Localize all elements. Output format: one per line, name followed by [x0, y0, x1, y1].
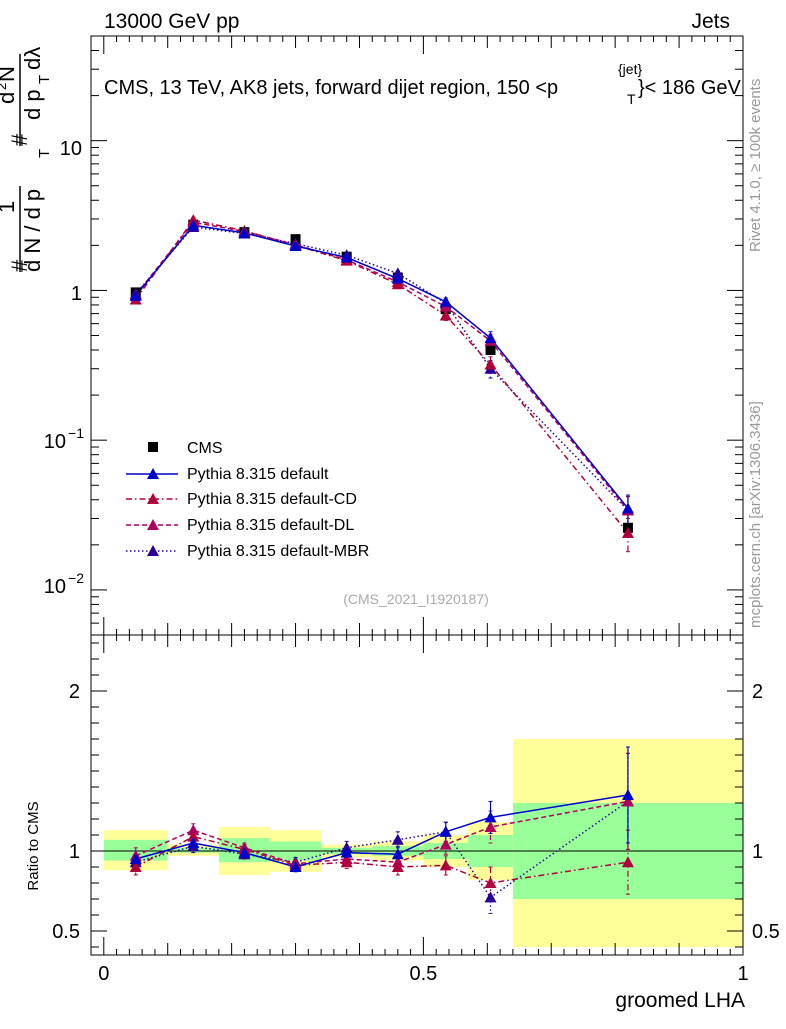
- ytick-1e-1-exp: −1: [68, 425, 84, 441]
- ytick-1: 1: [71, 283, 82, 305]
- ratio-marker-2: [621, 795, 634, 807]
- main-marker-0: [187, 219, 200, 231]
- ratio-series: [129, 746, 634, 914]
- xtick-label: 1: [737, 963, 748, 985]
- ratio-marker-0: [129, 853, 142, 864]
- title-sup: {jet}: [618, 61, 642, 77]
- ylabel-sq: 2: [0, 83, 9, 90]
- legend-marker-cms: [148, 442, 158, 452]
- ratio-ytick-label-right: 0.5: [752, 921, 780, 943]
- ratio-marker-1: [187, 830, 200, 842]
- watermark: (CMS_2021_I1920187): [343, 591, 489, 607]
- ylabel-dlambda: dλ: [20, 47, 45, 70]
- main-marker-1: [484, 358, 497, 370]
- ratio-marker-0: [621, 789, 634, 800]
- main-marker-0: [621, 502, 634, 514]
- legend-label-dl: Pythia 8.315 default-DL: [187, 517, 354, 534]
- ratio-marker-0: [391, 848, 404, 860]
- main-marker-1: [621, 526, 634, 538]
- main-y-tick-labels: 10 −2 10 −1 1 10: [44, 138, 84, 598]
- ratio-marker-0: [484, 811, 497, 823]
- ratio-y-label: Ratio to CMS: [25, 801, 42, 890]
- ratio-marker-3: [391, 833, 404, 845]
- ytick-1e-2-exp: −2: [68, 570, 84, 586]
- xtick-label: 0: [98, 963, 109, 985]
- ratio-ytick-label-right: 1: [752, 841, 763, 863]
- ratio-marker-2: [484, 821, 497, 832]
- ylabel-t-sub-2: T: [36, 75, 53, 84]
- ratio-tick-labels: 0.5 0.51 12 20 0.5 1: [52, 681, 780, 985]
- ylabel-one: 1: [0, 201, 19, 213]
- ratio-ytick-label: 1: [69, 841, 80, 863]
- ratio-ytick-label: 2: [69, 681, 80, 703]
- ylabel-dpt: d p: [20, 89, 45, 120]
- main-y-axis-label: # 1 d N / d p T # d 2 N d p T dλ: [0, 47, 53, 272]
- legend-label-mbr: Pythia 8.315 default-MBR: [187, 543, 369, 560]
- legend-marker-dl: [147, 519, 159, 530]
- ratio-marker-0: [439, 825, 452, 837]
- ytick-1e-2-base: 10: [44, 576, 66, 598]
- main-marker-0: [129, 289, 142, 301]
- main-marker-0: [340, 251, 353, 263]
- ylabel-d: d: [0, 92, 19, 104]
- header-right: Jets: [691, 10, 730, 33]
- main-marker-0: [289, 239, 302, 251]
- ratio-marker-1: [621, 856, 634, 868]
- ytick-1e-1-base: 10: [44, 431, 66, 453]
- ratio-marker-2: [187, 824, 200, 836]
- xtick-label: 0.5: [409, 963, 437, 985]
- main-marker-0: [439, 295, 452, 307]
- ylabel-n: N: [0, 66, 19, 82]
- ratio-marker-1: [439, 859, 452, 871]
- ratio-ytick-label-right: 2: [752, 681, 763, 703]
- main-ticks: [91, 35, 744, 636]
- legend-label-cms: CMS: [187, 440, 223, 457]
- main-title: CMS, 13 TeV, AK8 jets, forward dijet reg…: [104, 77, 558, 99]
- ratio-marker-1: [391, 861, 404, 872]
- legend-label-cd: Pythia 8.315 default-CD: [187, 491, 357, 508]
- ylabel-t-sub-1: T: [36, 149, 53, 158]
- ratio-marker-2: [439, 838, 452, 850]
- legend-marker-mbr: [147, 545, 159, 556]
- main-series: [129, 214, 634, 553]
- ratio-marker-0: [340, 846, 353, 858]
- x-axis-label: groomed LHA: [615, 989, 745, 1012]
- ratio-marker-1: [484, 877, 497, 888]
- ytick-10: 10: [60, 138, 82, 160]
- cms-point: [485, 345, 496, 356]
- ytick-1e-1: 10: [44, 431, 66, 453]
- ratio-marker-0: [289, 861, 302, 872]
- legend: CMS Pythia 8.315 default Pythia 8.315 de…: [126, 440, 369, 560]
- ylabel-dn-dpt: d N / d p: [20, 189, 45, 272]
- legend-marker-cd: [147, 493, 159, 504]
- ratio-ytick-label: 0.5: [52, 921, 80, 943]
- rivet-label: Rivet 4.1.0, ≥ 100k events: [747, 79, 764, 252]
- legend-marker-default: [147, 468, 159, 479]
- ytick-1e-2: 10: [44, 576, 66, 598]
- ratio-line-2: [135, 800, 629, 865]
- ratio-frame: [90, 634, 744, 956]
- ratio-marker-0: [187, 837, 200, 848]
- ratio-line-1: [135, 835, 629, 884]
- mcplots-label: mcplots.cern.ch [arXiv:1306.3436]: [747, 401, 764, 628]
- ratio-marker-1: [340, 856, 353, 868]
- ratio-bands: [91, 739, 743, 947]
- ratio-marker-3: [484, 891, 497, 903]
- main-marker-1: [439, 309, 452, 321]
- ratio-marker-0: [238, 846, 251, 858]
- main-marker-0: [484, 332, 497, 344]
- main-marker-1: [391, 278, 404, 290]
- title-tail: }< 186 GeV: [638, 77, 742, 99]
- header-left: 13000 GeV pp: [104, 10, 239, 33]
- ratio-marker-1: [129, 861, 142, 872]
- ratio-ticks: [91, 635, 744, 955]
- title-main: CMS, 13 TeV, AK8 jets, forward dijet reg…: [104, 77, 558, 99]
- main-marker-0: [238, 226, 251, 238]
- main-marker-0: [391, 272, 404, 284]
- legend-label-default: Pythia 8.315 default: [187, 466, 329, 483]
- title-sub: T: [627, 91, 636, 107]
